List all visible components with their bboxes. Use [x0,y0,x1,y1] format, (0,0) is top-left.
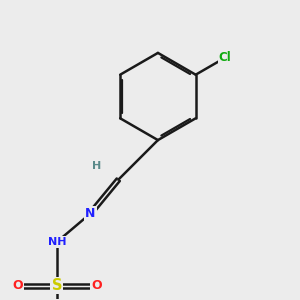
Text: S: S [52,278,62,293]
Text: Cl: Cl [218,51,231,64]
Text: O: O [91,279,102,292]
Text: O: O [12,279,22,292]
Text: N: N [85,207,96,220]
Text: NH: NH [48,237,66,247]
Text: H: H [92,161,101,171]
